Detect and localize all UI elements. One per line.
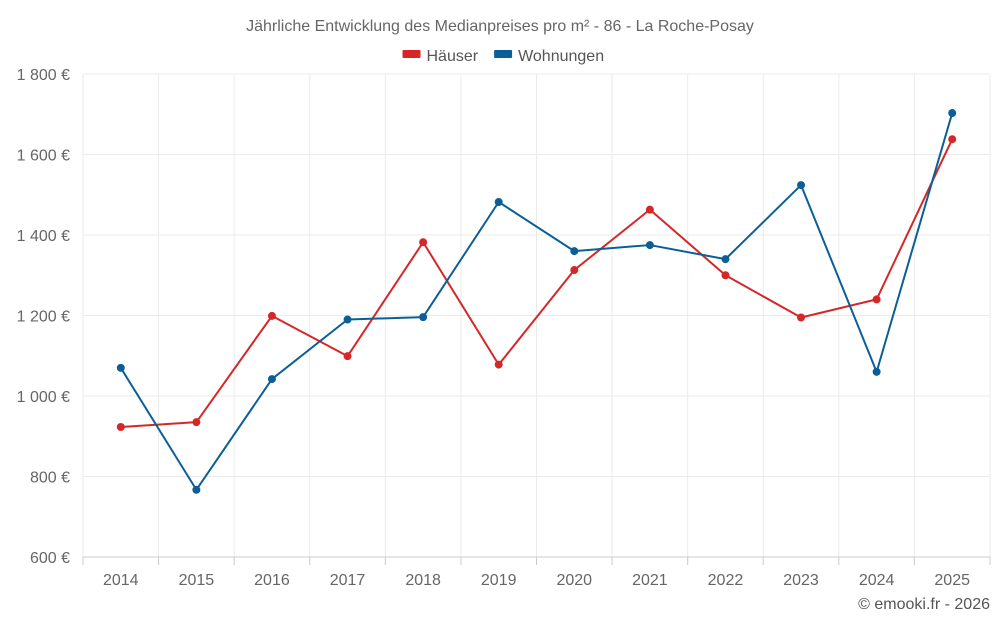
data-point[interactable] (948, 109, 957, 118)
y-tick-label: 1 200 € (17, 309, 70, 326)
chart-title: Jährliche Entwicklung des Medianpreises … (246, 18, 754, 35)
legend-item[interactable]: Wohnungen (494, 48, 604, 65)
legend-label: Häuser (427, 48, 479, 65)
data-point[interactable] (494, 360, 503, 369)
data-point[interactable] (721, 255, 730, 264)
chart-series (116, 109, 957, 494)
data-point[interactable] (116, 363, 125, 372)
x-tick-label: 2017 (330, 572, 366, 589)
data-point[interactable] (267, 375, 276, 384)
data-point[interactable] (267, 311, 276, 320)
data-point[interactable] (116, 422, 125, 431)
x-tick-label: 2014 (103, 572, 139, 589)
x-tick-label: 2024 (859, 572, 895, 589)
data-point[interactable] (419, 238, 428, 247)
chart-grid (82, 73, 991, 558)
legend-label: Wohnungen (518, 48, 604, 65)
data-point[interactable] (797, 181, 806, 190)
x-tick-label: 2021 (632, 572, 668, 589)
y-tick-label: 1 000 € (17, 389, 70, 406)
data-point[interactable] (419, 313, 428, 322)
data-point[interactable] (872, 295, 881, 304)
y-tick-label: 1 400 € (17, 228, 70, 245)
x-tick-label: 2018 (405, 572, 441, 589)
y-tick-label: 800 € (30, 470, 70, 487)
y-axis: 600 € 800 € 1 000 € 1 200 € 1 400 € 1 600 € 1 … (17, 67, 70, 567)
data-point[interactable] (343, 352, 352, 361)
data-point[interactable] (343, 315, 352, 324)
y-tick-label: 1 800 € (17, 67, 70, 84)
x-axis: 2014 2015 2016 2017 2018 2019 2020 2021 2022 2023… (82, 556, 991, 589)
data-point[interactable] (570, 247, 579, 256)
data-point[interactable] (797, 313, 806, 322)
data-point[interactable] (192, 485, 201, 494)
data-point[interactable] (645, 241, 654, 250)
x-tick-label: 2023 (783, 572, 819, 589)
series-line (119, 112, 954, 491)
y-tick-label: 1 600 € (17, 148, 70, 165)
x-tick-label: 2022 (708, 572, 744, 589)
y-tick-label: 600 € (30, 550, 70, 567)
chart-legend: Häuser Wohnungen (402, 48, 604, 65)
data-point[interactable] (721, 271, 730, 280)
legend-swatch (402, 50, 421, 58)
x-tick-label: 2019 (481, 572, 517, 589)
series-häuser (116, 135, 957, 431)
credit-text: © emooki.fr - 2026 (858, 596, 990, 613)
data-point[interactable] (494, 197, 503, 206)
data-point[interactable] (192, 418, 201, 427)
data-point[interactable] (570, 266, 579, 275)
x-tick-label: 2025 (934, 572, 970, 589)
data-point[interactable] (645, 205, 654, 214)
data-point[interactable] (948, 135, 957, 144)
legend-swatch (494, 50, 513, 58)
data-point[interactable] (872, 367, 881, 376)
x-tick-label: 2020 (556, 572, 592, 589)
series-wohnungen (116, 109, 957, 494)
legend-item[interactable]: Häuser (402, 48, 479, 65)
x-tick-label: 2015 (179, 572, 215, 589)
series-line (120, 138, 954, 428)
x-tick-label: 2016 (254, 572, 290, 589)
